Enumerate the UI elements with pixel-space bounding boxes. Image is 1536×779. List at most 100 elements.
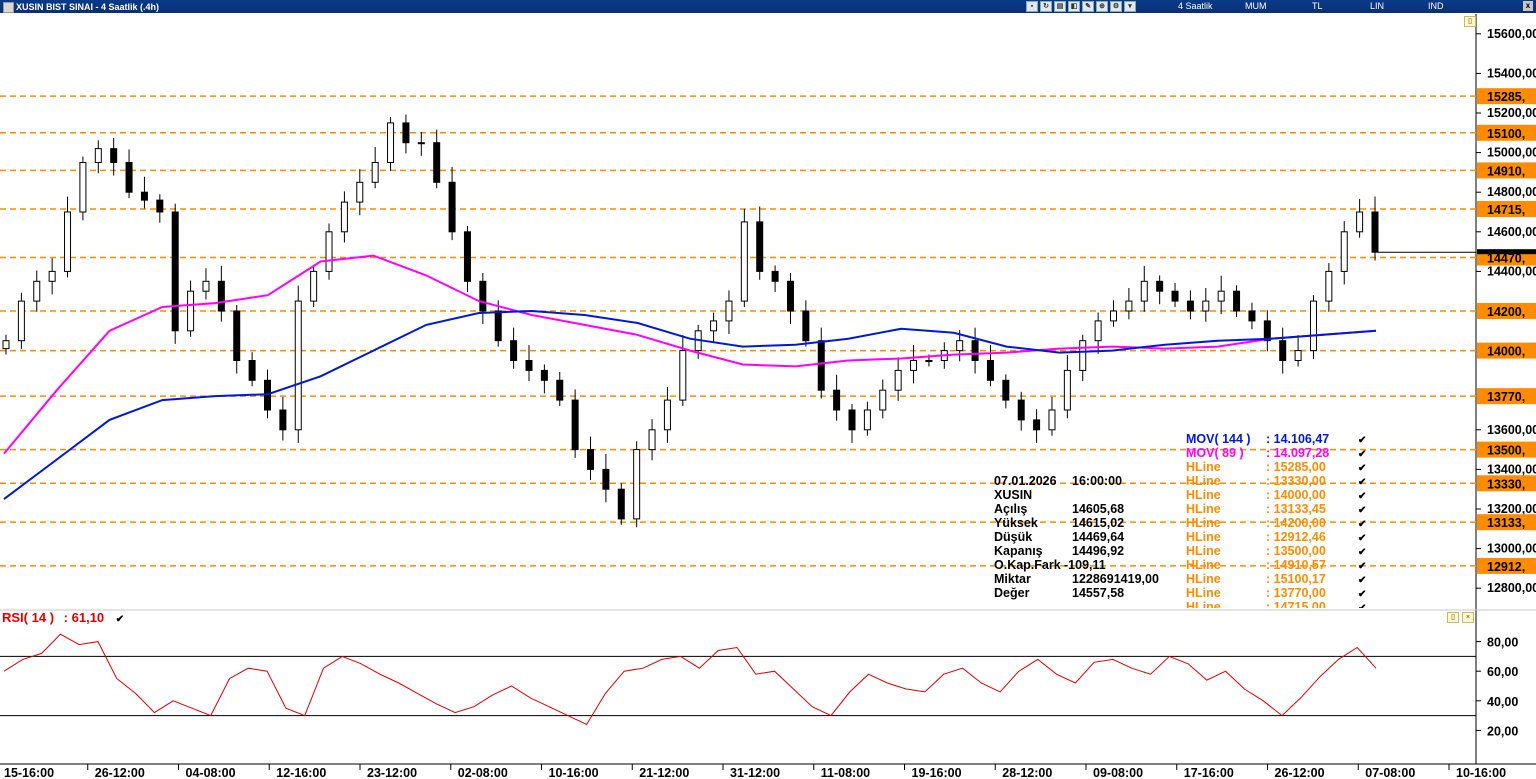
rsi-check-icon[interactable]: ✔ bbox=[115, 614, 125, 625]
candle-body bbox=[479, 280, 487, 312]
candle-body bbox=[1017, 399, 1025, 421]
chart-settings-icon[interactable]: ▤ bbox=[1054, 1, 1066, 12]
y-tick-label: 12800,00 bbox=[1487, 581, 1536, 595]
info-value: 14615,02 bbox=[1072, 516, 1125, 530]
candle-body bbox=[48, 270, 56, 282]
candle-body bbox=[587, 449, 595, 470]
time-axis: 15-16:00 26-12:00 04-08:00 12-16:00 23-12:00… bbox=[4, 764, 1506, 779]
rsi-panel-close-icon[interactable]: × bbox=[1462, 612, 1474, 623]
close-button[interactable]: x bbox=[1523, 1, 1533, 11]
legend-check-icon[interactable]: ✔ bbox=[1358, 533, 1367, 544]
rsi-label: RSI( 14 ) : 61,10 ✔ bbox=[2, 610, 124, 625]
indicator-legend: MOV( 144 ): 14.106,47 ✔ MOV( 89 ): 14.097,… bbox=[1186, 432, 1386, 608]
legend-check-icon[interactable]: ✔ bbox=[1358, 561, 1367, 572]
legend-check-icon[interactable]: ✔ bbox=[1358, 519, 1367, 530]
rsi-value: : 61,10 bbox=[63, 610, 105, 625]
info-row: Açılış 14605,68 bbox=[994, 502, 1159, 516]
legend-value: : 14715,00 bbox=[1266, 600, 1326, 608]
draw-icon[interactable]: ✎ bbox=[1082, 1, 1094, 12]
hline-label-box bbox=[1477, 475, 1536, 492]
info-row: Değer 14557,58 bbox=[994, 586, 1159, 600]
candle-body bbox=[1125, 300, 1133, 312]
info-label: Değer bbox=[994, 586, 1030, 600]
candle-body bbox=[417, 142, 425, 145]
candle-body bbox=[817, 340, 825, 391]
zoom-icon[interactable]: ⊕ bbox=[1096, 1, 1108, 12]
rsi-title: RSI( 14 ) bbox=[2, 610, 55, 625]
legend-row: HLine: 15285,00 ✔ bbox=[1186, 460, 1370, 474]
candle-body bbox=[848, 409, 856, 431]
candle-body bbox=[633, 449, 641, 520]
y-tick-label: 15200,00 bbox=[1487, 106, 1536, 120]
x-tick-label: 11-08:00 bbox=[821, 766, 870, 779]
candle-body bbox=[387, 122, 395, 163]
candle-body bbox=[802, 310, 810, 342]
legend-check-icon[interactable]: ✔ bbox=[1358, 491, 1367, 502]
legend-row: HLine: 13770,00 ✔ bbox=[1186, 586, 1370, 600]
hline-label: 12912, bbox=[1487, 560, 1525, 574]
legend-check-icon[interactable]: ✔ bbox=[1358, 435, 1367, 446]
period-selector[interactable]: 4 Saatlik bbox=[1178, 1, 1213, 11]
x-tick-label: 09-08:00 bbox=[1093, 766, 1143, 779]
rsi-tick-label: 60,00 bbox=[1487, 665, 1518, 679]
scale-selector[interactable]: LIN bbox=[1370, 1, 1385, 11]
candle-body bbox=[94, 148, 102, 163]
candles bbox=[2, 114, 1379, 528]
legend-name: HLine bbox=[1186, 474, 1221, 488]
currency-selector[interactable]: TL bbox=[1312, 1, 1323, 11]
ohlc-info-panel: 07.01.2026 16:00:00 XUSIN Açılış 14605,68 Yük… bbox=[994, 474, 1159, 600]
window-titlebar: XUSIN BIST SINAI - 4 Saatlik (.4h) ▪ ↻ ▤… bbox=[0, 0, 1536, 13]
info-value: -109,11 bbox=[1064, 558, 1106, 572]
candle-body bbox=[602, 468, 610, 490]
candle-body bbox=[510, 340, 518, 362]
hline-label-box bbox=[1477, 124, 1536, 141]
x-tick-label: 21-12:00 bbox=[639, 766, 689, 779]
candle-body bbox=[1371, 211, 1379, 253]
chart-type-selector[interactable]: MUM bbox=[1245, 1, 1267, 11]
candle-body bbox=[648, 429, 656, 451]
legend-check-icon[interactable]: ✔ bbox=[1358, 505, 1367, 516]
dropdown-icon[interactable]: ▾ bbox=[1124, 1, 1136, 12]
legend-name: HLine bbox=[1186, 544, 1221, 558]
candle-body bbox=[340, 201, 348, 233]
y-tick-label: 15600,00 bbox=[1487, 27, 1536, 41]
info-value: 14557,58 bbox=[1072, 586, 1125, 600]
window-title: XUSIN BIST SINAI - 4 Saatlik (.4h) bbox=[16, 1, 160, 12]
info-label: 07.01.2026 bbox=[994, 474, 1057, 488]
legend-check-icon[interactable]: ✔ bbox=[1358, 477, 1367, 488]
candle-body bbox=[156, 199, 164, 213]
legend-value: : 14.106,47 bbox=[1266, 432, 1330, 446]
legend-name: HLine bbox=[1186, 572, 1221, 586]
legend-check-icon[interactable]: ✔ bbox=[1358, 463, 1367, 474]
x-tick-label: 10-16:00 bbox=[549, 766, 599, 779]
candle-body bbox=[1325, 270, 1333, 302]
candle-body bbox=[371, 162, 379, 183]
legend-check-icon[interactable]: ✔ bbox=[1358, 589, 1367, 600]
y-tick-label: 14400,00 bbox=[1487, 264, 1536, 278]
legend-check-icon[interactable]: ✔ bbox=[1358, 547, 1367, 558]
rsi-period: 14 bbox=[31, 610, 47, 625]
hline-label: 13330, bbox=[1487, 477, 1525, 491]
info-label: Miktar bbox=[994, 572, 1031, 586]
indicator-selector[interactable]: IND bbox=[1428, 1, 1444, 11]
candle-body bbox=[294, 300, 302, 431]
refresh-icon[interactable]: ↻ bbox=[1040, 1, 1052, 12]
app-icon bbox=[3, 2, 14, 13]
legend-check-icon[interactable]: ✔ bbox=[1358, 575, 1367, 586]
candle-body bbox=[1156, 280, 1164, 292]
candle-body bbox=[1233, 290, 1241, 312]
legend-check-icon[interactable]: ✔ bbox=[1358, 449, 1367, 460]
legend-check-icon[interactable]: ✔ bbox=[1358, 602, 1370, 608]
legend-row: MOV( 89 ): 14.097,28 ✔ bbox=[1186, 446, 1370, 460]
legend-value: : 15285,00 bbox=[1266, 460, 1326, 474]
panel-maximize-icon[interactable]: ▯ bbox=[1464, 16, 1476, 27]
save-icon[interactable]: ▪ bbox=[1026, 1, 1038, 12]
candle-body bbox=[1094, 320, 1102, 342]
rsi-panel-maximize-icon[interactable]: ▯ bbox=[1447, 612, 1459, 623]
candle-body bbox=[571, 399, 579, 451]
settings-icon[interactable]: ⚙ bbox=[1110, 1, 1122, 12]
toggle-icon[interactable]: ◧ bbox=[1068, 1, 1080, 12]
candle-body bbox=[1048, 409, 1056, 431]
rsi-value-number: 61,10 bbox=[71, 610, 105, 625]
